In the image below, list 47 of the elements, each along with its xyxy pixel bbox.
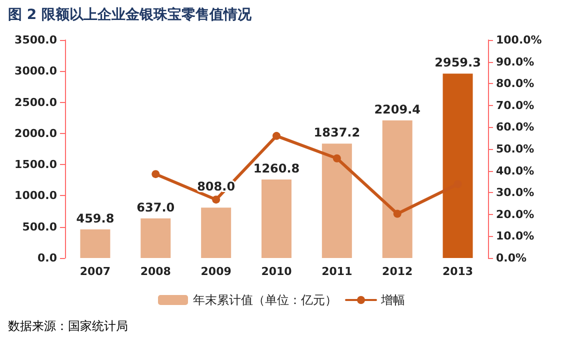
- source-note: 数据来源：国家统计局: [8, 318, 128, 335]
- x-tick-label: 2011: [322, 265, 352, 278]
- point: [152, 170, 160, 178]
- y2-tick-label: 50.0%: [496, 142, 534, 156]
- x-tick-label: 2007: [80, 265, 111, 278]
- bar: [322, 144, 352, 258]
- x-tick-label: 2012: [382, 265, 413, 278]
- x-tick-label: 2010: [261, 265, 292, 278]
- chart-title: 图 2 限额以上企业金银珠宝零售值情况: [8, 6, 252, 24]
- y2-tick-label: 80.0%: [496, 77, 534, 90]
- bar: [201, 208, 232, 258]
- bar: [382, 120, 412, 258]
- legend-label: 年末累计值（单位：亿元）: [193, 293, 337, 307]
- y2-tick-label: 0.0%: [496, 252, 527, 264]
- y-tick-label: 2000.0: [14, 126, 58, 140]
- y2-tick-label: 60.0%: [496, 120, 534, 134]
- x-tick-label: 2013: [442, 265, 474, 278]
- y2-tick-label: 40.0%: [496, 164, 534, 178]
- data-label: 2959.3: [434, 56, 481, 70]
- point: [272, 132, 280, 140]
- data-label: 637.0: [136, 200, 175, 214]
- bar: [262, 179, 292, 258]
- x-tick-label: 2009: [200, 265, 232, 278]
- y2-tick-label: 70.0%: [496, 98, 534, 112]
- bar: [140, 218, 171, 258]
- point: [332, 154, 341, 162]
- y2-tick-label: 100.0%: [496, 34, 542, 46]
- data-label: 1837.2: [314, 126, 360, 140]
- y2-tick-label: 30.0%: [496, 186, 534, 200]
- y2-tick-label: 20.0%: [496, 208, 534, 221]
- bar: [80, 229, 110, 258]
- data-label: 459.8: [76, 211, 114, 226]
- point: [212, 196, 220, 204]
- y-tick-label: 1000.0: [14, 189, 58, 202]
- legend-label: 增幅: [380, 293, 405, 307]
- y-tick-label: 1500.0: [14, 158, 58, 172]
- y-tick-label: 0.0: [38, 252, 58, 264]
- x-tick-label: 2008: [140, 265, 171, 278]
- data-label: 1260.8: [253, 161, 300, 176]
- y-tick-label: 3000.0: [14, 64, 58, 78]
- y-tick-label: 500.0: [22, 220, 58, 234]
- y-tick-label: 3500.0: [14, 34, 58, 46]
- y-tick-label: 2500.0: [14, 96, 58, 109]
- y2-tick-label: 90.0%: [496, 55, 534, 68]
- data-label: 2209.4: [374, 102, 421, 116]
- y2-tick-label: 10.0%: [496, 230, 534, 243]
- point: [393, 210, 402, 218]
